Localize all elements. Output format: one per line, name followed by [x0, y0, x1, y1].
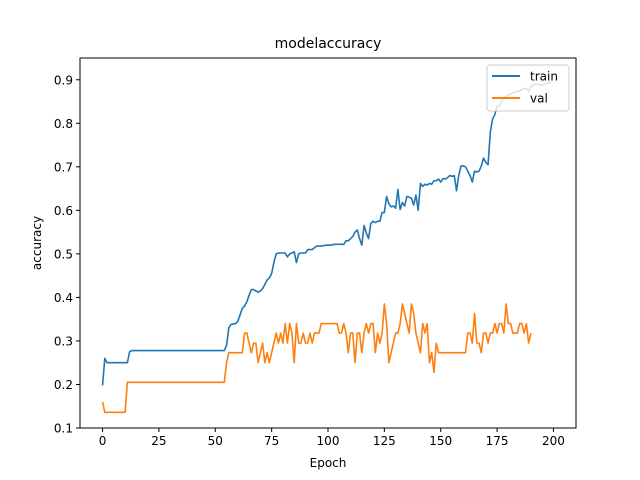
plot-area [101, 81, 552, 414]
series-line-val [101, 303, 532, 414]
y-axis: 0.1 0.2 0.3 0.4 0.5 0.6 0.7 0.8 0.9 [54, 73, 80, 436]
y-tick-label: 0.6 [54, 204, 73, 218]
x-tick-label: 150 [429, 434, 452, 448]
axes-frame [79, 57, 577, 429]
legend: train val [486, 64, 570, 112]
x-tick-label: 125 [373, 434, 396, 448]
x-tick-label: 50 [208, 434, 223, 448]
x-tick-label: 100 [317, 434, 340, 448]
y-axis-label: accuracy [30, 216, 44, 270]
chart-title: modelaccuracy [275, 36, 382, 52]
x-axis-label: Epoch [310, 456, 347, 470]
x-tick-label: 200 [542, 434, 565, 448]
x-tick-label: 25 [151, 434, 166, 448]
legend-label-val: val [530, 92, 548, 106]
y-tick-label: 0.3 [54, 334, 73, 348]
y-tick-label: 0.2 [54, 378, 73, 392]
y-tick-label: 0.5 [54, 247, 73, 261]
x-tick-label: 75 [264, 434, 279, 448]
y-tick-label: 0.8 [54, 117, 73, 131]
x-tick-label: 0 [99, 434, 107, 448]
y-tick-label: 0.4 [54, 291, 73, 305]
y-tick-label: 0.1 [54, 422, 73, 436]
x-tick-label: 175 [486, 434, 509, 448]
y-tick-label: 0.9 [54, 73, 73, 87]
legend-label-train: train [530, 70, 558, 84]
y-tick-label: 0.7 [54, 160, 73, 174]
series-line-train [101, 81, 552, 386]
x-axis: 0 25 50 75 100 125 150 175 200 [99, 428, 565, 448]
